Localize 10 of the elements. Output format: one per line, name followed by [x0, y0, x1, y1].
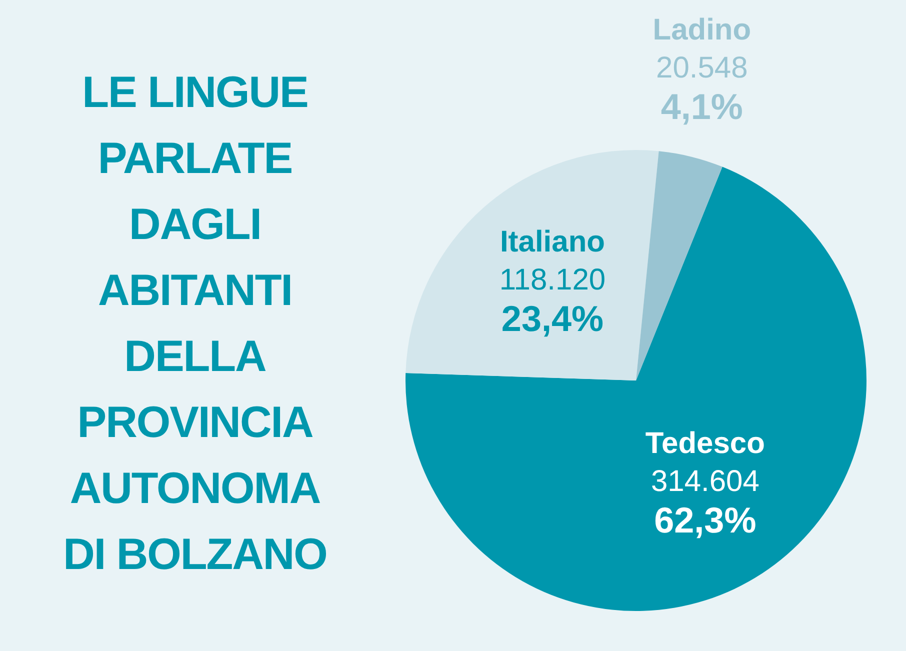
text: 23,4% [501, 298, 604, 340]
slice-label: Tedesco [645, 427, 765, 460]
text: 4,1% [660, 86, 743, 127]
text: LE LINGUE PARLATE DAGLI ABITANTI DELLA PROVINCIA AUTONOMA DI BOLZANO [62, 67, 328, 581]
slice-label: Italiano [500, 225, 605, 258]
data-label: 314.604 [650, 465, 760, 498]
data-label: 20.548 [656, 51, 748, 84]
data-label: 118.120 [499, 263, 606, 296]
text: 62,3% [654, 500, 756, 541]
slice-label: Ladino [652, 13, 752, 46]
